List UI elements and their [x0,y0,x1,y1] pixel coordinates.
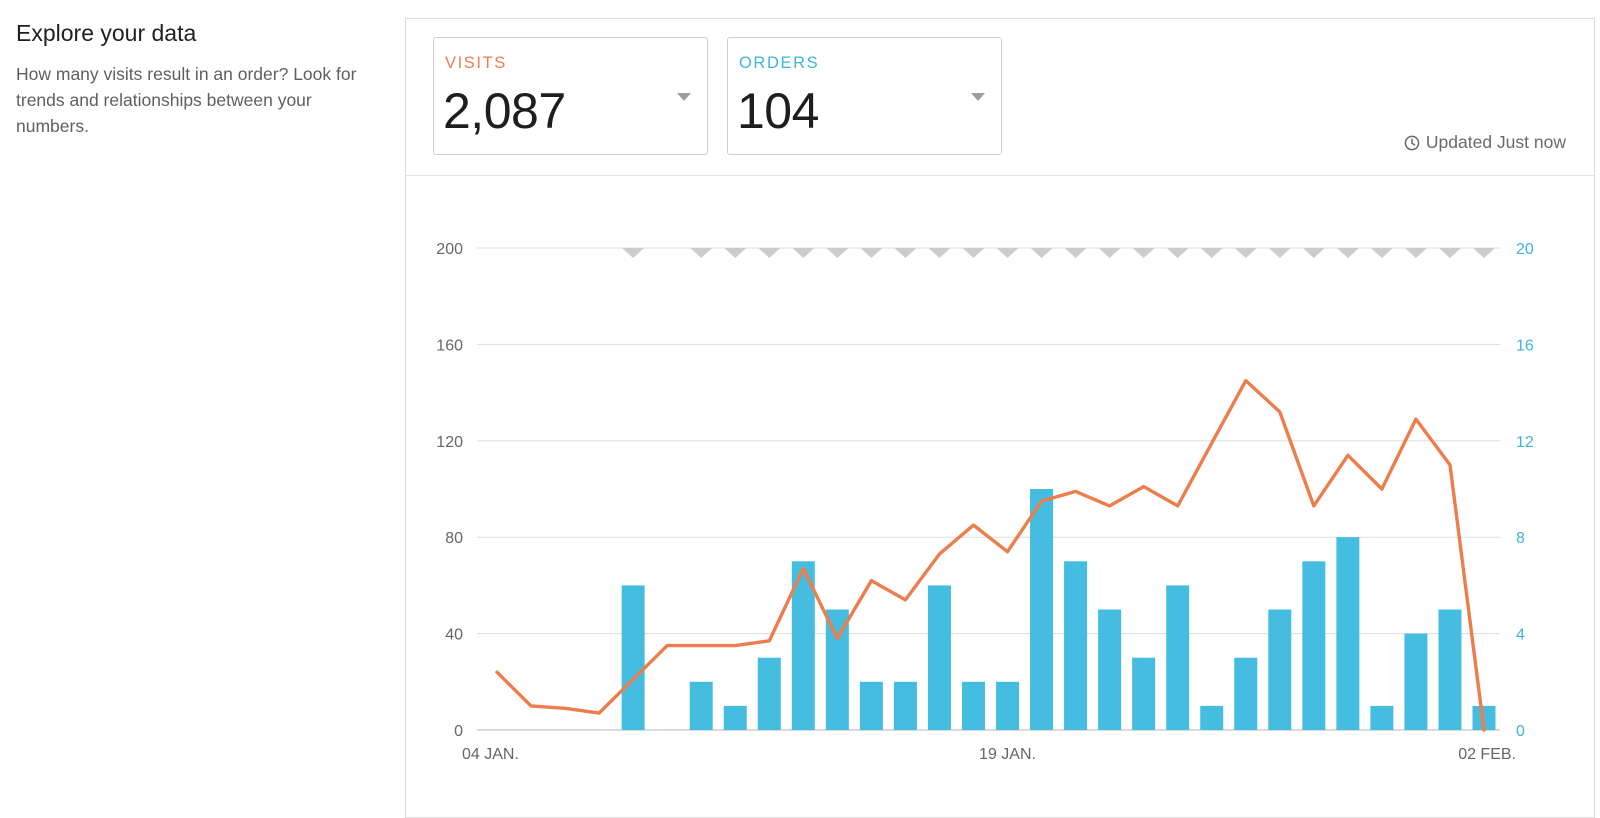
y-right-tick-label: 4 [1516,627,1525,644]
orders-bar [893,681,917,730]
y-right-tick-label: 12 [1516,434,1534,451]
order-day-marker [1098,248,1121,258]
orders-bars [621,489,1496,730]
orders-bar [689,681,713,730]
visits-metric-selector[interactable]: VISITS 2,087 [433,37,708,155]
order-day-marker [962,248,985,258]
y-right-tick-label: 16 [1516,337,1534,354]
orders-bar [996,681,1020,730]
orders-bar [1370,705,1394,730]
orders-bar [859,681,883,730]
visits-line-layer [495,378,1486,732]
orders-bar [961,681,985,730]
orders-bar [1030,489,1054,730]
order-day-marker [622,248,645,258]
orders-bar [1302,561,1326,730]
orders-bar [1200,705,1224,730]
order-day-marker [826,248,849,258]
order-day-marker [1438,248,1461,258]
order-day-marker [1166,248,1189,258]
y-left-tick-label: 120 [436,434,463,451]
card-header: VISITS 2,087 ORDERS 104 Updated Just now [406,19,1594,176]
order-day-marker [1234,248,1257,258]
order-day-marker [1064,248,1087,258]
chevron-down-icon[interactable] [677,93,691,101]
x-tick-label: 04 JAN. [462,746,519,763]
orders-bar [621,585,645,730]
orders-bar [791,561,815,730]
y-right-tick-label: 0 [1516,723,1525,740]
updated-text: Updated Just now [1425,132,1566,152]
y-right-tick-label: 20 [1516,241,1534,258]
clock-icon [1404,135,1420,150]
orders-bar [1268,609,1292,730]
y-left-tick-label: 80 [445,530,463,547]
orders-bar [1098,609,1122,730]
orders-metric-selector[interactable]: ORDERS 104 [727,37,1002,155]
orders-bar [757,657,781,730]
y-left-tick-label: 160 [436,337,463,354]
orders-bar [927,585,951,730]
y-left-tick-label: 0 [454,723,463,740]
order-day-marker [894,248,917,258]
axis-labels: 0 0 40 4 80 8 120 12 160 16 200 20 04 JAN. 19 JAN. 02 … [436,241,1534,763]
order-day-marker [996,248,1019,258]
orders-bar [825,609,849,730]
order-day-marker [758,248,781,258]
orders-bar [723,705,747,730]
order-day-marker [1370,248,1393,258]
section-description: How many visits result in an order? Look… [16,64,357,136]
visits-value: 2,087 [443,83,566,139]
order-day-marker [1132,248,1155,258]
order-day-marker [1302,248,1325,258]
order-day-marker [1268,248,1291,258]
orders-label: ORDERS [739,54,820,72]
orders-bar [1336,537,1360,730]
order-day-marker [928,248,951,258]
order-day-marker [1030,248,1053,258]
visits-label: VISITS [445,54,507,72]
y-right-tick-label: 8 [1516,530,1525,547]
order-day-marker [1473,248,1495,258]
y-left-tick-label: 40 [445,627,463,644]
order-day-marker [690,248,713,258]
orders-bar [1166,585,1190,730]
order-day-marker [860,248,883,258]
section-title: Explore your data [16,20,197,46]
orders-bar [1064,561,1088,730]
updated-status: Updated Just now [1404,132,1566,153]
x-tick-label: 19 JAN. [979,746,1036,763]
order-day-marker [1336,248,1359,258]
order-marker-layer [622,248,1495,258]
visits-line [495,378,1486,732]
order-day-marker [1404,248,1427,258]
orders-bar [1438,609,1462,730]
chevron-down-icon[interactable] [971,93,985,101]
intro-section: Explore your data How many visits result… [16,20,386,139]
orders-value: 104 [737,83,819,139]
y-left-tick-label: 200 [436,241,463,258]
order-day-marker [1200,248,1223,258]
orders-bar [1404,633,1428,730]
x-tick-label: 02 FEB. [1458,746,1516,763]
orders-bar [1234,657,1258,730]
order-day-marker [724,248,747,258]
orders-bar [1132,657,1156,730]
order-day-marker [792,248,815,258]
